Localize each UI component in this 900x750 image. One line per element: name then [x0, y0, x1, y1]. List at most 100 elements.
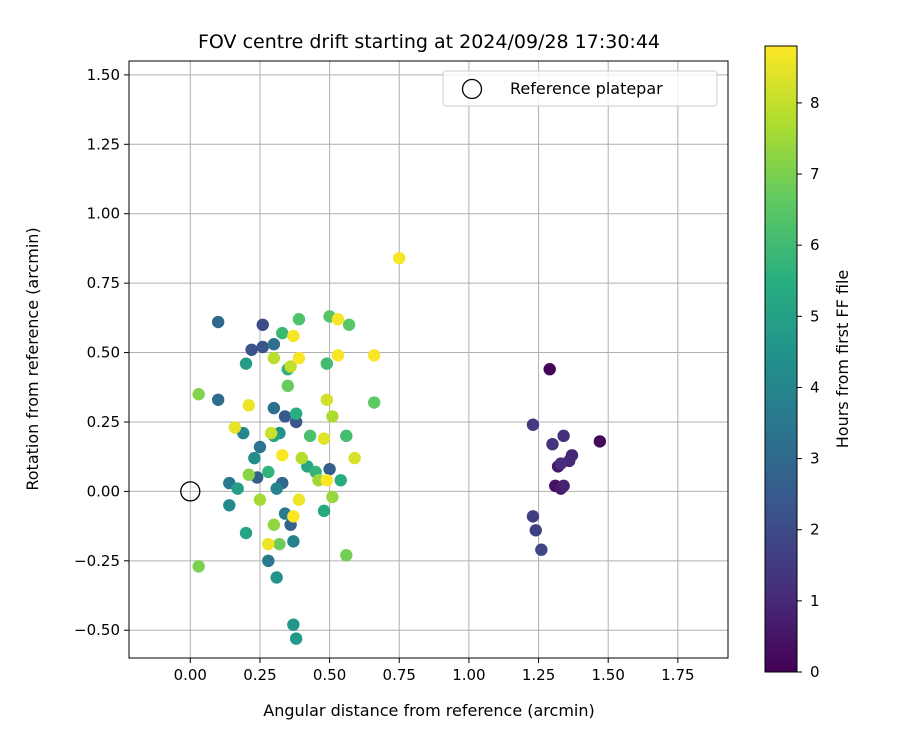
colorbar-gradient — [764, 45, 798, 673]
data-point — [192, 560, 205, 573]
x-tick-label: 0.50 — [313, 666, 346, 684]
data-point — [287, 329, 300, 343]
x-tick-label: 1.00 — [452, 666, 485, 684]
data-point — [326, 490, 339, 504]
x-axis-ticks: 0.00 0.25 0.50 0.75 1.00 1.25 1.50 1.75 — [174, 658, 695, 684]
data-point — [317, 432, 331, 445]
y-tick-label: 1.00 — [87, 205, 120, 223]
x-tick-label: 1.50 — [591, 666, 624, 684]
data-point — [267, 338, 281, 351]
colorbar-tick-label: 1 — [810, 592, 820, 610]
colorbar-tick-label: 6 — [810, 236, 820, 254]
data-point — [211, 315, 225, 329]
data-point — [295, 451, 308, 465]
data-point — [554, 457, 568, 470]
data-point — [546, 437, 559, 451]
data-point — [323, 462, 336, 476]
data-point — [292, 351, 306, 365]
data-point — [342, 318, 356, 331]
data-point — [320, 474, 334, 487]
data-point — [256, 318, 269, 331]
colorbar-tick-label: 2 — [810, 521, 820, 539]
data-point — [331, 349, 345, 362]
grid — [129, 61, 728, 658]
x-tick-label: 1.25 — [522, 666, 555, 684]
data-point — [367, 396, 381, 409]
data-point — [557, 479, 570, 493]
data-point — [287, 535, 300, 548]
data-point — [239, 357, 253, 370]
data-point — [340, 549, 353, 562]
data-point — [535, 543, 548, 556]
data-point — [289, 407, 303, 420]
data-point — [256, 340, 269, 354]
legend: Reference platepar — [442, 70, 718, 107]
data-point — [276, 449, 289, 462]
data-point — [248, 451, 261, 465]
y-tick-label: 1.25 — [87, 135, 120, 153]
colorbar-tick-label: 3 — [810, 450, 820, 468]
data-point — [334, 474, 347, 487]
data-point — [267, 401, 281, 415]
data-point — [287, 510, 300, 523]
data-point — [526, 510, 540, 523]
colorbar-tick-label: 5 — [810, 307, 820, 325]
y-tick-label: 0.00 — [87, 482, 120, 500]
y-tick-label: 0.75 — [87, 274, 120, 292]
data-point — [526, 418, 540, 431]
data-point — [557, 429, 570, 443]
data-point — [287, 618, 300, 631]
data-point — [270, 482, 283, 495]
legend-marker-reference — [461, 78, 483, 100]
data-point — [348, 451, 361, 465]
data-point — [242, 399, 255, 412]
data-point — [393, 251, 406, 265]
data-point — [242, 468, 255, 481]
data-point — [284, 360, 297, 373]
data-point — [262, 537, 275, 551]
data-point — [253, 493, 267, 506]
y-axis-label: Rotation from reference (arcmin) — [23, 227, 42, 490]
colorbar-ticks: 0 1 2 3 4 5 6 7 8 — [797, 94, 820, 681]
y-tick-label: −0.25 — [74, 552, 120, 570]
data-point — [270, 571, 283, 584]
legend-box — [442, 70, 718, 107]
data-point — [303, 429, 317, 443]
colorbar-tick-label: 8 — [810, 94, 820, 112]
data-points — [180, 251, 607, 645]
data-point — [340, 429, 353, 443]
data-point — [292, 313, 306, 326]
data-point — [231, 482, 244, 495]
x-tick-label: 0.75 — [383, 666, 416, 684]
data-point — [211, 393, 225, 406]
colorbar-tick-label: 7 — [810, 165, 820, 183]
data-point — [262, 465, 275, 479]
data-point — [317, 504, 331, 518]
data-point — [267, 351, 281, 365]
plot-frame — [128, 60, 729, 659]
y-tick-label: −0.50 — [74, 621, 120, 639]
data-point — [289, 632, 303, 645]
data-point — [326, 410, 339, 423]
y-tick-label: 0.25 — [87, 413, 120, 431]
data-point — [331, 313, 345, 326]
data-point — [543, 363, 556, 376]
chart-title: FOV centre drift starting at 2024/09/28 … — [198, 31, 660, 53]
data-point — [320, 393, 334, 406]
data-point — [320, 357, 334, 370]
data-point — [273, 537, 286, 551]
data-point — [367, 349, 381, 362]
y-tick-label: 0.50 — [87, 344, 120, 362]
x-axis-label: Angular distance from reference (arcmin) — [263, 701, 594, 720]
y-tick-label: 1.50 — [87, 66, 120, 84]
legend-entry-reference: Reference platepar — [510, 79, 663, 98]
data-point — [262, 554, 275, 568]
data-point — [281, 379, 295, 393]
data-point — [267, 518, 281, 531]
data-point — [593, 435, 607, 448]
data-point — [228, 421, 242, 434]
colorbar-label: Hours from first FF file — [833, 270, 852, 449]
data-point — [253, 440, 267, 454]
data-point — [276, 326, 289, 340]
